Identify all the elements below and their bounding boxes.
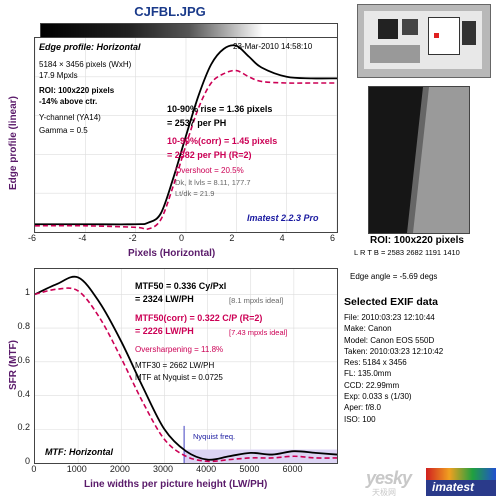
- mtf-nyq: MTF at Nyquist = 0.0725: [135, 373, 223, 382]
- mtf-panel: MTF50 = 0.336 Cy/Pxl = 2324 LW/PH [8.1 m…: [34, 268, 338, 464]
- nyquist-label: Nyquist freq.: [193, 432, 236, 441]
- exif-row: File: 2010:03:23 12:10:44: [344, 313, 435, 322]
- edge-xtick-label: -6: [28, 233, 37, 243]
- edge-xtick-label: 4: [279, 233, 285, 243]
- mtf-series-raw: [35, 275, 337, 461]
- mtf30: MTF30 = 2662 LW/PH: [135, 361, 215, 370]
- imatest-logo: imatest: [426, 468, 496, 496]
- mtf-yticks: 1 0.8 0.6 0.4 0.2 0: [14, 268, 32, 466]
- mtf-ytick-label: 0.4: [17, 388, 30, 399]
- exif-row: Make: Canon: [344, 324, 392, 334]
- exif-row: Res: 5184 x 3456: [344, 358, 407, 368]
- mtf-xtick-label: 4000: [196, 464, 217, 474]
- exif-row: Model: Canon EOS 550D: [344, 335, 435, 345]
- edge-xtick-label: -4: [78, 233, 87, 243]
- edge-xtick-label: 6: [330, 233, 336, 243]
- edge-xtick-label: 0: [179, 233, 185, 243]
- edge-xticks: -6 -4 -2 0 2 4 6: [28, 233, 336, 245]
- mtf-oversharp: Oversharpening = 11.8%: [135, 345, 224, 354]
- watermark-text: yesky: [366, 468, 412, 488]
- imatest-logo-text: imatest: [432, 480, 475, 494]
- mtf-xtick-label: 2000: [109, 464, 130, 474]
- roi-lrtb: L R T B = 2583 2682 1191 1410: [354, 248, 460, 257]
- edge-dk: Dk, lt lvls = 8.11, 177.7: [175, 178, 251, 187]
- exif-title: Selected EXIF data: [344, 296, 438, 308]
- edge-roi: ROI: 100x220 pixels: [39, 86, 115, 95]
- edge-heading: Edge profile: Horizontal: [39, 42, 141, 52]
- chart-thumbnail: [357, 4, 491, 78]
- edge-rise1: 10-90% rise = 1.36 pixels: [167, 104, 273, 114]
- edge-xlabel: Pixels (Horizontal): [128, 248, 216, 259]
- edge-series-raw: [35, 44, 337, 226]
- watermark-cn: 天极网: [372, 488, 396, 497]
- edge-above: -14% above ctr.: [39, 97, 98, 106]
- exif-row: Aper: f/8.0: [344, 403, 381, 413]
- mtf-xtick-label: 6000: [282, 464, 303, 474]
- mtf-xtick-label: 0: [31, 464, 37, 474]
- exif-row: FL: 135.0mm: [344, 369, 392, 379]
- edge-ylabel: Edge profile (linear): [8, 96, 19, 190]
- image-title: CJFBL.JPG: [134, 4, 206, 19]
- roi-title: ROI: 100x220 pixels: [370, 235, 464, 246]
- edge-rise2: = 2537 per PH: [167, 118, 227, 128]
- edge-xtick-label: 2: [229, 233, 235, 243]
- mtf-ytick-label: 0.6: [17, 354, 30, 365]
- edge-profile-panel: Edge profile: Horizontal 23-Mar-2010 14:…: [34, 37, 338, 233]
- mtf-xtick-label: 5000: [239, 464, 260, 474]
- edge-channel: Y-channel (YA14): [39, 113, 101, 122]
- mtf-ytick-label: 1: [24, 287, 30, 298]
- mtf-xtick-label: 3000: [153, 464, 174, 474]
- mtf50c: MTF50(corr) = 0.322 C/P (R=2): [135, 313, 263, 323]
- exif-row: CCD: 22.99mm: [344, 380, 400, 390]
- exif-row: Exp: 0.033 s (1/30): [344, 392, 412, 402]
- roi-image: [368, 86, 470, 234]
- mtf-xticks: 0 1000 2000 3000 4000 5000 6000: [31, 464, 336, 476]
- mtf-xtick-label: 1000: [66, 464, 87, 474]
- edge-xtick-label: -2: [128, 233, 137, 243]
- edge-corr2: = 2382 per PH (R=2): [167, 150, 252, 160]
- mtf-ideal1: [8.1 mpxls ideal]: [229, 296, 284, 305]
- mtf-heading: MTF: Horizontal: [45, 447, 113, 457]
- edge-angle: Edge angle = -5.69 degs: [350, 272, 438, 281]
- mtf50b: = 2324 LW/PH: [135, 294, 194, 304]
- mtf-ytick-label: 0: [24, 456, 30, 466]
- mtf50d: = 2226 LW/PH: [135, 326, 194, 336]
- edge-overshoot: Overshoot = 20.5%: [175, 166, 244, 175]
- imatest-brand: Imatest 2.2.3 Pro: [247, 213, 319, 223]
- watermark-logo: yesky: [366, 468, 412, 489]
- mtf-chart: [35, 269, 337, 463]
- exif-list: File: 2010:03:23 12:10:44 Make: Canon Mode…: [344, 312, 494, 425]
- edge-mpxls: 17.9 Mpxls: [39, 71, 78, 80]
- exif-row: Taken: 2010:03:23 12:10:42: [344, 346, 444, 356]
- edge-dims: 5184 × 3456 pixels (WxH): [39, 60, 132, 69]
- edge-profile-chart: [35, 38, 337, 232]
- mtf-ytick-label: 0.8: [17, 321, 30, 332]
- edge-ltdk: Lt/dk = 21.9: [175, 189, 215, 198]
- mtf50a: MTF50 = 0.336 Cy/Pxl: [135, 281, 227, 291]
- mtf-xlabel: Line widths per picture height (LW/PH): [84, 479, 268, 490]
- edge-datetime: 23-Mar-2010 14:58:10: [233, 42, 313, 51]
- edge-gamma: Gamma = 0.5: [39, 126, 88, 135]
- exif-row: ISO: 100: [344, 414, 376, 424]
- edge-corr1: 10-90%(corr) = 1.45 pixels: [167, 136, 278, 146]
- gradient-bar: [40, 23, 338, 38]
- mtf-series-corrected: [35, 287, 337, 463]
- mtf-ytick-label: 0.2: [17, 422, 30, 433]
- mtf-ideal2: [7.43 mpxls ideal]: [229, 328, 288, 337]
